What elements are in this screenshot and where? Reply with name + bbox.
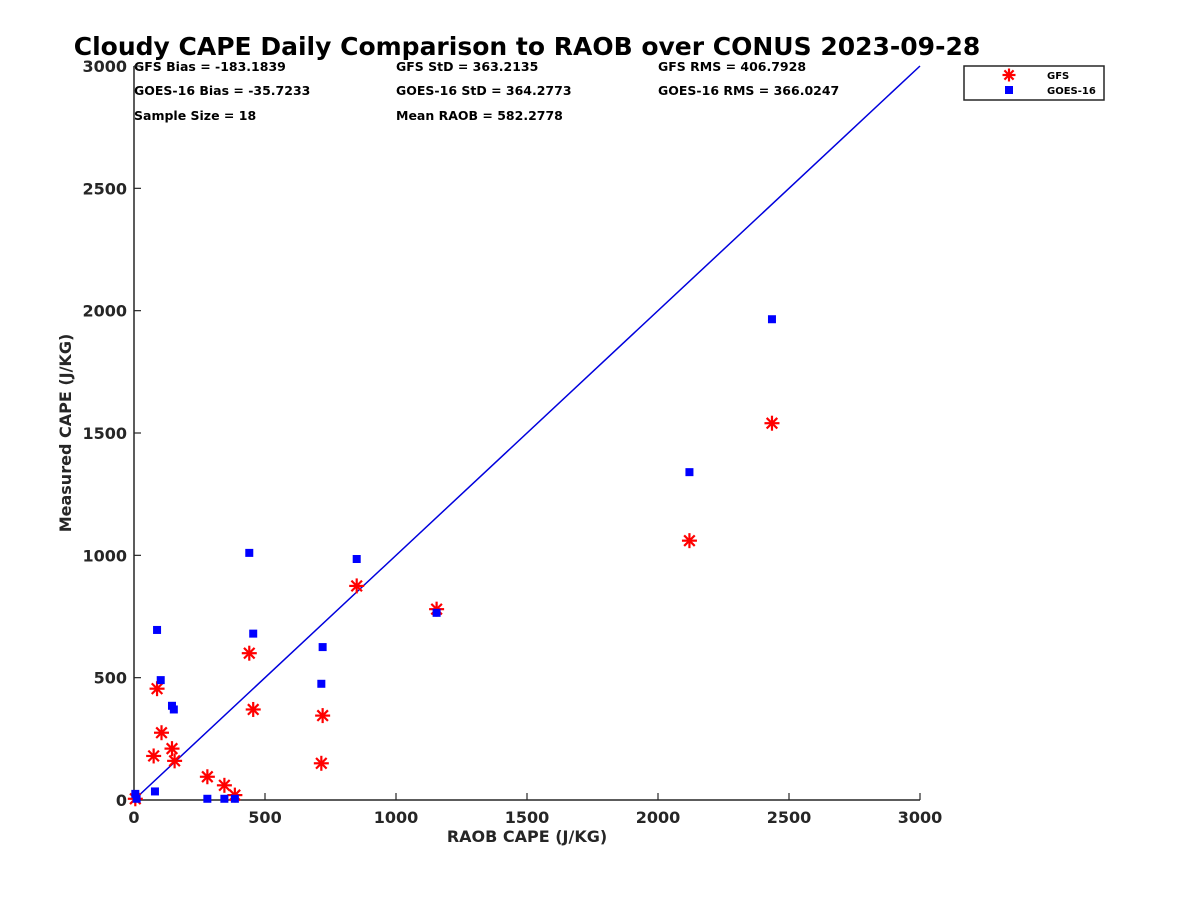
y-tick-label: 3000: [82, 57, 127, 76]
gfs-point: [315, 708, 331, 724]
goes-bias-text: GOES-16 Bias = -35.7233: [134, 83, 310, 98]
x-tick-label: 1000: [374, 808, 419, 827]
goes16-point: [153, 625, 162, 634]
gfs-point: [199, 769, 215, 785]
gfs-point: [349, 578, 365, 594]
goes-rms-text: GOES-16 RMS = 366.0247: [658, 83, 839, 98]
legend-goes-label: GOES-16: [1047, 86, 1096, 97]
goes16-point: [245, 548, 254, 557]
legend: GFS GOES-16: [963, 65, 1105, 101]
legend-gfs-asterisk: [1002, 68, 1016, 82]
gfs-point: [216, 777, 232, 793]
reference-line: [133, 65, 921, 801]
data-points: [127, 315, 780, 807]
chart-title: Cloudy CAPE Daily Comparison to RAOB ove…: [74, 32, 980, 61]
x-tick-label: 1500: [505, 808, 550, 827]
goes16-point: [318, 643, 327, 652]
legend-goes-marker: [1005, 86, 1013, 94]
gfs-rms-text: GFS RMS = 406.7928: [658, 59, 806, 74]
goes16-point: [767, 315, 776, 324]
y-tick-label: 2500: [82, 179, 127, 198]
gfs-point: [313, 755, 329, 771]
x-tick-label: 3000: [898, 808, 943, 827]
y-tick-label: 1500: [82, 424, 127, 443]
goes16-point: [156, 676, 165, 685]
x-tick-label: 500: [248, 808, 281, 827]
y-tick-label: 1000: [82, 546, 127, 565]
legend-box: [963, 65, 1105, 101]
goes16-point: [352, 555, 361, 564]
gfs-bias-text: GFS Bias = -183.1839: [134, 59, 286, 74]
axes: 0 500 1000 1500 2000 2500 3000 0 500 1000 1500 2000…: [82, 57, 942, 827]
y-tick-label: 0: [116, 791, 127, 810]
x-tick-label: 0: [128, 808, 139, 827]
gfs-point: [167, 753, 183, 769]
goes16-point: [220, 794, 229, 803]
goes16-point: [150, 787, 159, 796]
goes16-point: [249, 629, 258, 638]
y-tick-label: 500: [94, 669, 127, 688]
gfs-std-text: GFS StD = 363.2135: [396, 59, 538, 74]
gfs-point: [245, 701, 261, 717]
x-axis-label: RAOB CAPE (J/KG): [447, 827, 607, 846]
goes16-point: [132, 794, 141, 803]
gfs-point: [146, 748, 162, 764]
y-tick-label: 2000: [82, 302, 127, 321]
gfs-point: [164, 741, 180, 757]
goes16-point: [131, 789, 140, 798]
goes16-point: [169, 705, 178, 714]
goes16-point: [230, 794, 239, 803]
sample-size-text: Sample Size = 18: [134, 108, 256, 123]
goes16-point: [203, 794, 212, 803]
mean-raob-text: Mean RAOB = 582.2778: [396, 108, 563, 123]
gfs-point: [681, 533, 697, 549]
legend-gfs-label: GFS: [1047, 71, 1069, 82]
gfs-point: [764, 415, 780, 431]
goes-std-text: GOES-16 StD = 364.2773: [396, 83, 572, 98]
goes16-point: [432, 608, 441, 617]
y-axis-label: Measured CAPE (J/KG): [56, 334, 75, 533]
goes16-point: [317, 679, 326, 688]
gfs-point: [154, 725, 170, 741]
legend-gfs-marker: [1002, 68, 1016, 82]
reference-line-group: [133, 65, 921, 801]
goes16-point: [685, 468, 694, 477]
x-tick-label: 2500: [767, 808, 812, 827]
x-tick-label: 2000: [636, 808, 681, 827]
gfs-point: [241, 645, 257, 661]
